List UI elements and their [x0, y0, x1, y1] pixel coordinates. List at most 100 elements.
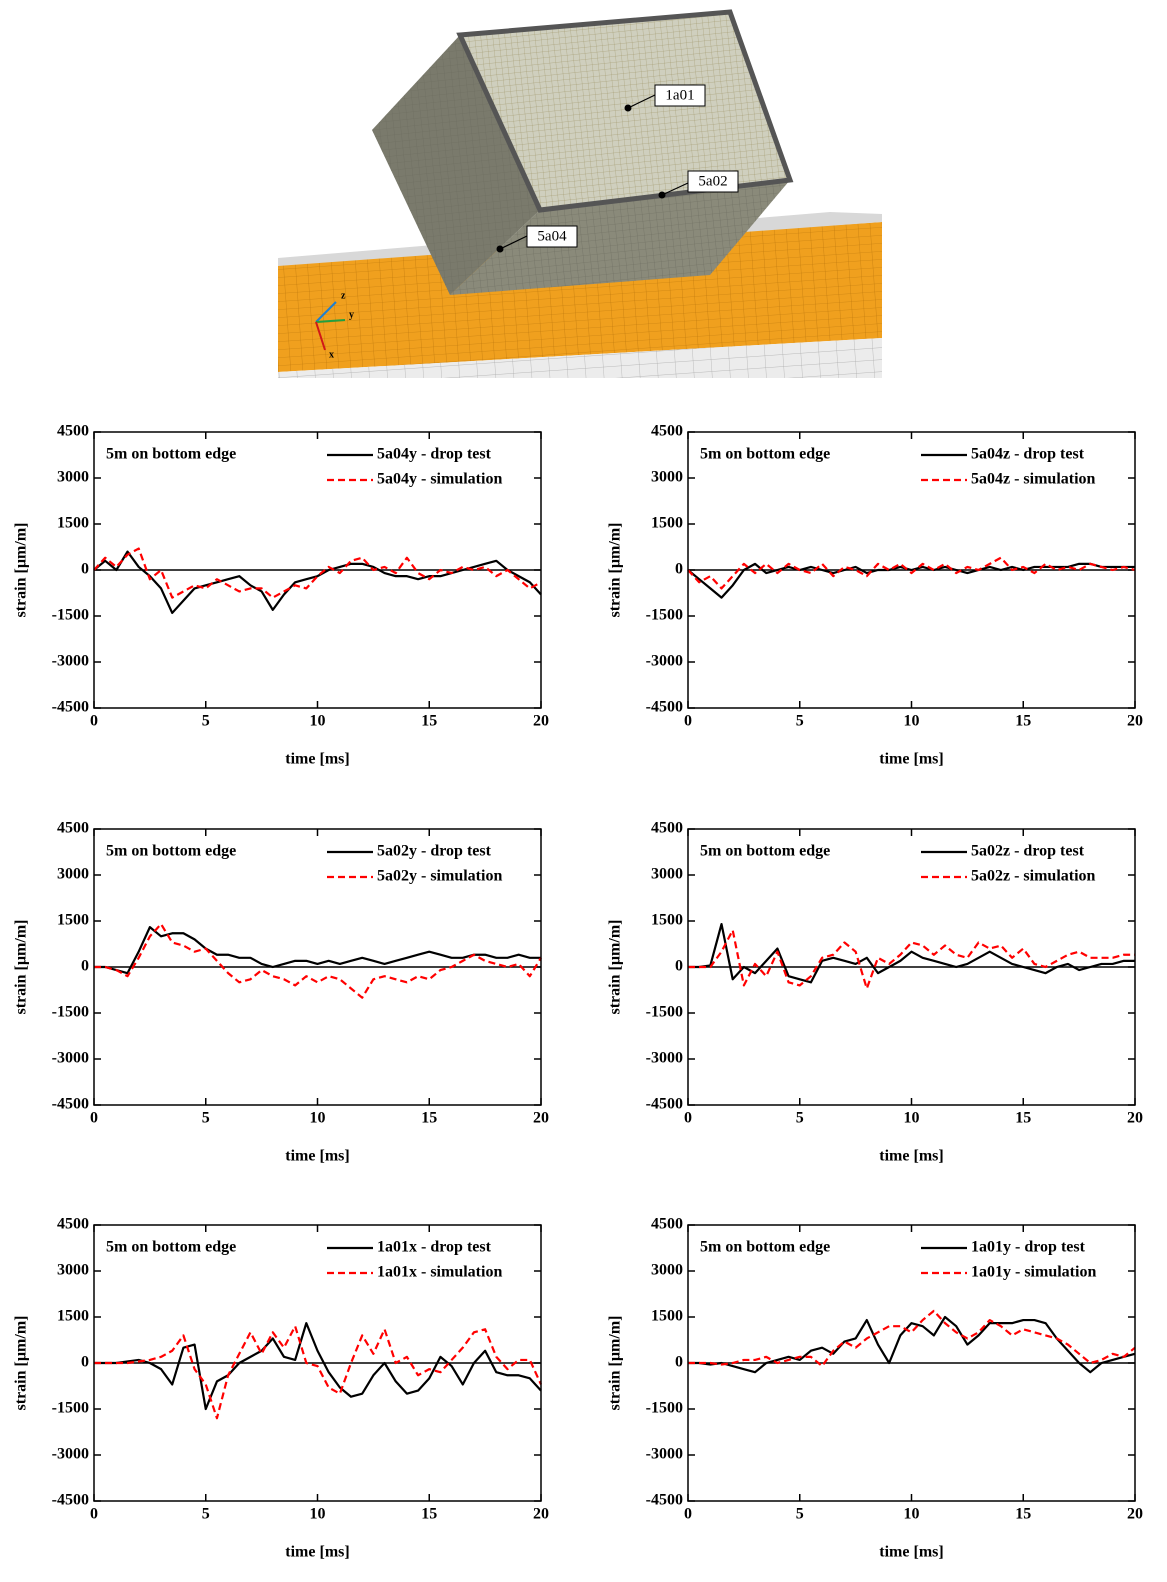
- figure: 1a01 5a02 5a04 z y x -4500-3000-15000150…: [0, 0, 1167, 1582]
- y-tick-label: 1500: [57, 912, 89, 929]
- y-axis-label: strain [µm/m]: [607, 920, 624, 1015]
- legend-label: 5a04y - drop test: [377, 446, 492, 463]
- y-tick-label: 4500: [651, 820, 683, 837]
- y-tick-label: 0: [81, 1354, 89, 1371]
- y-tick-label: 4500: [57, 423, 89, 440]
- y-tick-label: -1500: [646, 1004, 683, 1021]
- x-tick-label: 15: [421, 1110, 437, 1127]
- point-marker: [659, 192, 666, 199]
- legend-label: 5a04y - simulation: [377, 471, 502, 488]
- legend-label: 1a01x - drop test: [377, 1239, 492, 1256]
- data-line: [688, 930, 1135, 988]
- point-label: 5a04: [537, 228, 567, 244]
- y-tick-label: -3000: [52, 1050, 89, 1067]
- legend-label: 5a02z - drop test: [971, 843, 1085, 860]
- x-tick-label: 20: [1127, 713, 1143, 730]
- y-tick-label: -4500: [646, 699, 683, 716]
- fe-model-render: 1a01 5a02 5a04 z y x: [278, 12, 882, 378]
- axis-label: z: [341, 290, 346, 301]
- annotation: 5m on bottom edge: [700, 843, 830, 860]
- x-tick-label: 20: [533, 1110, 549, 1127]
- legend-label: 5a02z - simulation: [971, 868, 1096, 885]
- x-tick-label: 20: [533, 1506, 549, 1523]
- x-tick-label: 20: [1127, 1506, 1143, 1523]
- legend-label: 5a04z - simulation: [971, 471, 1096, 488]
- annotation: 5m on bottom edge: [106, 843, 236, 860]
- x-tick-label: 10: [904, 1506, 920, 1523]
- y-tick-label: -3000: [646, 1050, 683, 1067]
- y-tick-label: 1500: [651, 912, 683, 929]
- page: {"figure": {"points": ["1a01", "5a02", "…: [0, 0, 1167, 1582]
- y-tick-label: 1500: [651, 515, 683, 532]
- x-axis-label: time [ms]: [285, 751, 349, 768]
- x-tick-label: 5: [796, 713, 804, 730]
- x-tick-label: 10: [310, 1110, 326, 1127]
- y-axis-label: strain [µm/m]: [13, 920, 30, 1015]
- x-axis-label: time [ms]: [285, 1544, 349, 1561]
- axis-label: x: [329, 349, 334, 360]
- y-tick-label: -4500: [52, 1096, 89, 1113]
- legend-label: 1a01y - drop test: [971, 1239, 1086, 1256]
- chart: -4500-3000-1500015003000450005101520time…: [13, 1216, 549, 1561]
- y-tick-label: -3000: [52, 1446, 89, 1463]
- y-tick-label: 4500: [57, 820, 89, 837]
- y-tick-label: -3000: [646, 1446, 683, 1463]
- x-tick-label: 10: [310, 713, 326, 730]
- y-tick-label: -1500: [646, 1400, 683, 1417]
- annotation: 5m on bottom edge: [106, 1239, 236, 1256]
- y-tick-label: 3000: [57, 866, 89, 883]
- y-tick-label: -1500: [52, 607, 89, 624]
- data-line: [688, 558, 1135, 589]
- y-tick-label: 3000: [651, 469, 683, 486]
- y-axis-label: strain [µm/m]: [13, 1316, 30, 1411]
- x-tick-label: 15: [1015, 713, 1031, 730]
- y-tick-label: 0: [81, 561, 89, 578]
- x-tick-label: 10: [904, 1110, 920, 1127]
- y-axis-label: strain [µm/m]: [607, 523, 624, 618]
- y-tick-label: 0: [81, 958, 89, 975]
- data-line: [94, 927, 541, 973]
- legend-label: 5a04z - drop test: [971, 446, 1085, 463]
- x-tick-label: 5: [796, 1110, 804, 1127]
- y-tick-label: -4500: [646, 1096, 683, 1113]
- x-axis-label: time [ms]: [879, 1544, 943, 1561]
- x-tick-label: 5: [202, 1110, 210, 1127]
- y-tick-label: -4500: [52, 699, 89, 716]
- annotation: 5m on bottom edge: [700, 446, 830, 463]
- y-axis-label: strain [µm/m]: [13, 523, 30, 618]
- y-tick-label: 3000: [57, 1262, 89, 1279]
- point-label: 1a01: [665, 87, 694, 103]
- y-tick-label: -1500: [52, 1400, 89, 1417]
- y-tick-label: -4500: [646, 1492, 683, 1509]
- data-line: [688, 564, 1135, 598]
- x-tick-label: 0: [684, 1110, 692, 1127]
- x-tick-label: 15: [421, 713, 437, 730]
- x-tick-label: 0: [684, 1506, 692, 1523]
- legend-label: 5a02y - simulation: [377, 868, 502, 885]
- y-tick-label: 4500: [651, 1216, 683, 1233]
- y-tick-label: -3000: [646, 653, 683, 670]
- chart: -4500-3000-1500015003000450005101520time…: [13, 820, 549, 1165]
- x-axis-label: time [ms]: [879, 751, 943, 768]
- y-axis-label: strain [µm/m]: [607, 1316, 624, 1411]
- y-tick-label: 0: [675, 1354, 683, 1371]
- y-tick-label: -1500: [52, 1004, 89, 1021]
- x-tick-label: 10: [904, 713, 920, 730]
- y-tick-label: 3000: [651, 1262, 683, 1279]
- data-line: [94, 552, 541, 613]
- y-tick-label: 3000: [651, 866, 683, 883]
- data-line: [688, 924, 1135, 982]
- x-tick-label: 0: [90, 713, 98, 730]
- point-label: 5a02: [698, 173, 727, 189]
- x-axis-label: time [ms]: [285, 1148, 349, 1165]
- chart: -4500-3000-1500015003000450005101520time…: [607, 423, 1143, 768]
- data-line: [688, 1311, 1135, 1366]
- data-line: [94, 1326, 541, 1418]
- point-marker: [497, 246, 504, 253]
- x-tick-label: 5: [202, 713, 210, 730]
- x-tick-label: 20: [533, 713, 549, 730]
- y-tick-label: -1500: [646, 607, 683, 624]
- x-tick-label: 0: [684, 713, 692, 730]
